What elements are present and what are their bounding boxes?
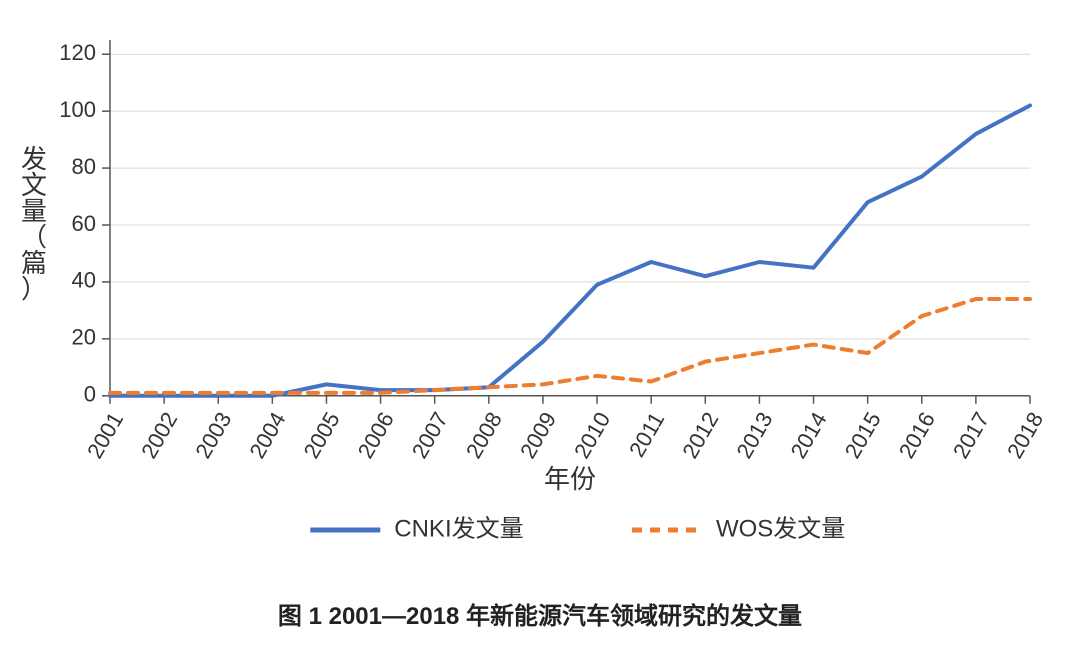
y-tick-label: 60 [72,211,96,236]
y-tick-label: 20 [72,325,96,350]
y-tick-label: 80 [72,154,96,179]
series-line [110,105,1030,395]
legend-label: WOS发文量 [716,515,845,542]
x-tick-label: 2006 [353,408,399,463]
figure-caption: 图 1 2001—2018 年新能源汽车领域研究的发文量 [0,596,1080,631]
x-tick-label: 2005 [299,408,345,463]
x-tick-label: 2015 [840,408,886,463]
x-tick-label: 2004 [244,408,290,463]
legend-label: CNKI发文量 [394,515,523,542]
x-tick-label: 2010 [569,408,615,463]
x-tick-label: 2003 [190,408,236,463]
line-chart: 0204060801001202001200220032004200520062… [0,0,1080,644]
x-tick-label: 2007 [407,408,453,463]
x-tick-label: 2009 [515,408,561,463]
y-tick-label: 0 [84,382,96,407]
y-tick-label: 120 [59,40,96,65]
x-tick-label: 2014 [786,408,832,463]
x-tick-label: 2012 [677,408,723,463]
x-tick-label: 2001 [82,408,128,463]
chart-container: 0204060801001202001200220032004200520062… [0,0,1080,644]
y-tick-label: 100 [59,97,96,122]
x-axis-label: 年份 [544,464,596,494]
x-tick-label: 2017 [948,408,994,463]
x-tick-label: 2016 [894,408,940,463]
x-tick-label: 2008 [461,408,507,463]
y-tick-label: 40 [72,268,96,293]
y-axis-label-char: ） [21,274,47,304]
x-tick-label: 2011 [624,408,669,461]
x-tick-label: 2018 [1002,408,1048,463]
x-tick-label: 2002 [136,408,182,463]
x-tick-label: 2013 [731,408,777,463]
